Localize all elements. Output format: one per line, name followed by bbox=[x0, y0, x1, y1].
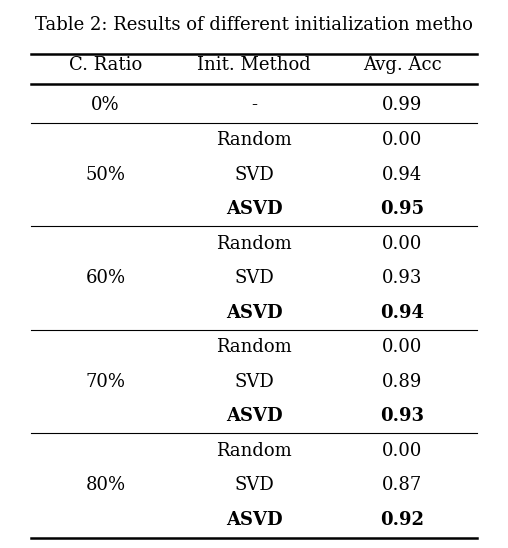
Text: Random: Random bbox=[216, 338, 292, 356]
Text: 0.95: 0.95 bbox=[380, 200, 425, 218]
Text: SVD: SVD bbox=[234, 165, 274, 184]
Text: 0.00: 0.00 bbox=[382, 338, 423, 356]
Text: 0.00: 0.00 bbox=[382, 442, 423, 460]
Text: SVD: SVD bbox=[234, 373, 274, 391]
Text: 0.00: 0.00 bbox=[382, 235, 423, 253]
Text: 60%: 60% bbox=[85, 269, 125, 287]
Text: ASVD: ASVD bbox=[226, 511, 282, 529]
Text: ASVD: ASVD bbox=[226, 407, 282, 425]
Text: 0.93: 0.93 bbox=[380, 407, 424, 425]
Text: 0%: 0% bbox=[91, 96, 120, 115]
Text: 0.99: 0.99 bbox=[382, 96, 423, 115]
Text: 50%: 50% bbox=[85, 165, 125, 184]
Text: 0.89: 0.89 bbox=[382, 373, 423, 391]
Text: Random: Random bbox=[216, 131, 292, 149]
Text: 0.92: 0.92 bbox=[380, 511, 424, 529]
Text: Table 2: Results of different initialization metho: Table 2: Results of different initializa… bbox=[35, 16, 473, 35]
Text: 70%: 70% bbox=[85, 373, 125, 391]
Text: ASVD: ASVD bbox=[226, 304, 282, 322]
Text: 0.94: 0.94 bbox=[380, 304, 424, 322]
Text: ASVD: ASVD bbox=[226, 200, 282, 218]
Text: SVD: SVD bbox=[234, 269, 274, 287]
Text: -: - bbox=[251, 96, 257, 115]
Text: Avg. Acc: Avg. Acc bbox=[363, 56, 442, 74]
Text: 0.00: 0.00 bbox=[382, 131, 423, 149]
Text: Random: Random bbox=[216, 442, 292, 460]
Text: Init. Method: Init. Method bbox=[197, 56, 311, 74]
Text: 0.87: 0.87 bbox=[383, 476, 423, 494]
Text: 0.94: 0.94 bbox=[383, 165, 423, 184]
Text: C. Ratio: C. Ratio bbox=[69, 56, 142, 74]
Text: 80%: 80% bbox=[85, 476, 125, 494]
Text: SVD: SVD bbox=[234, 476, 274, 494]
Text: Random: Random bbox=[216, 235, 292, 253]
Text: 0.93: 0.93 bbox=[382, 269, 423, 287]
